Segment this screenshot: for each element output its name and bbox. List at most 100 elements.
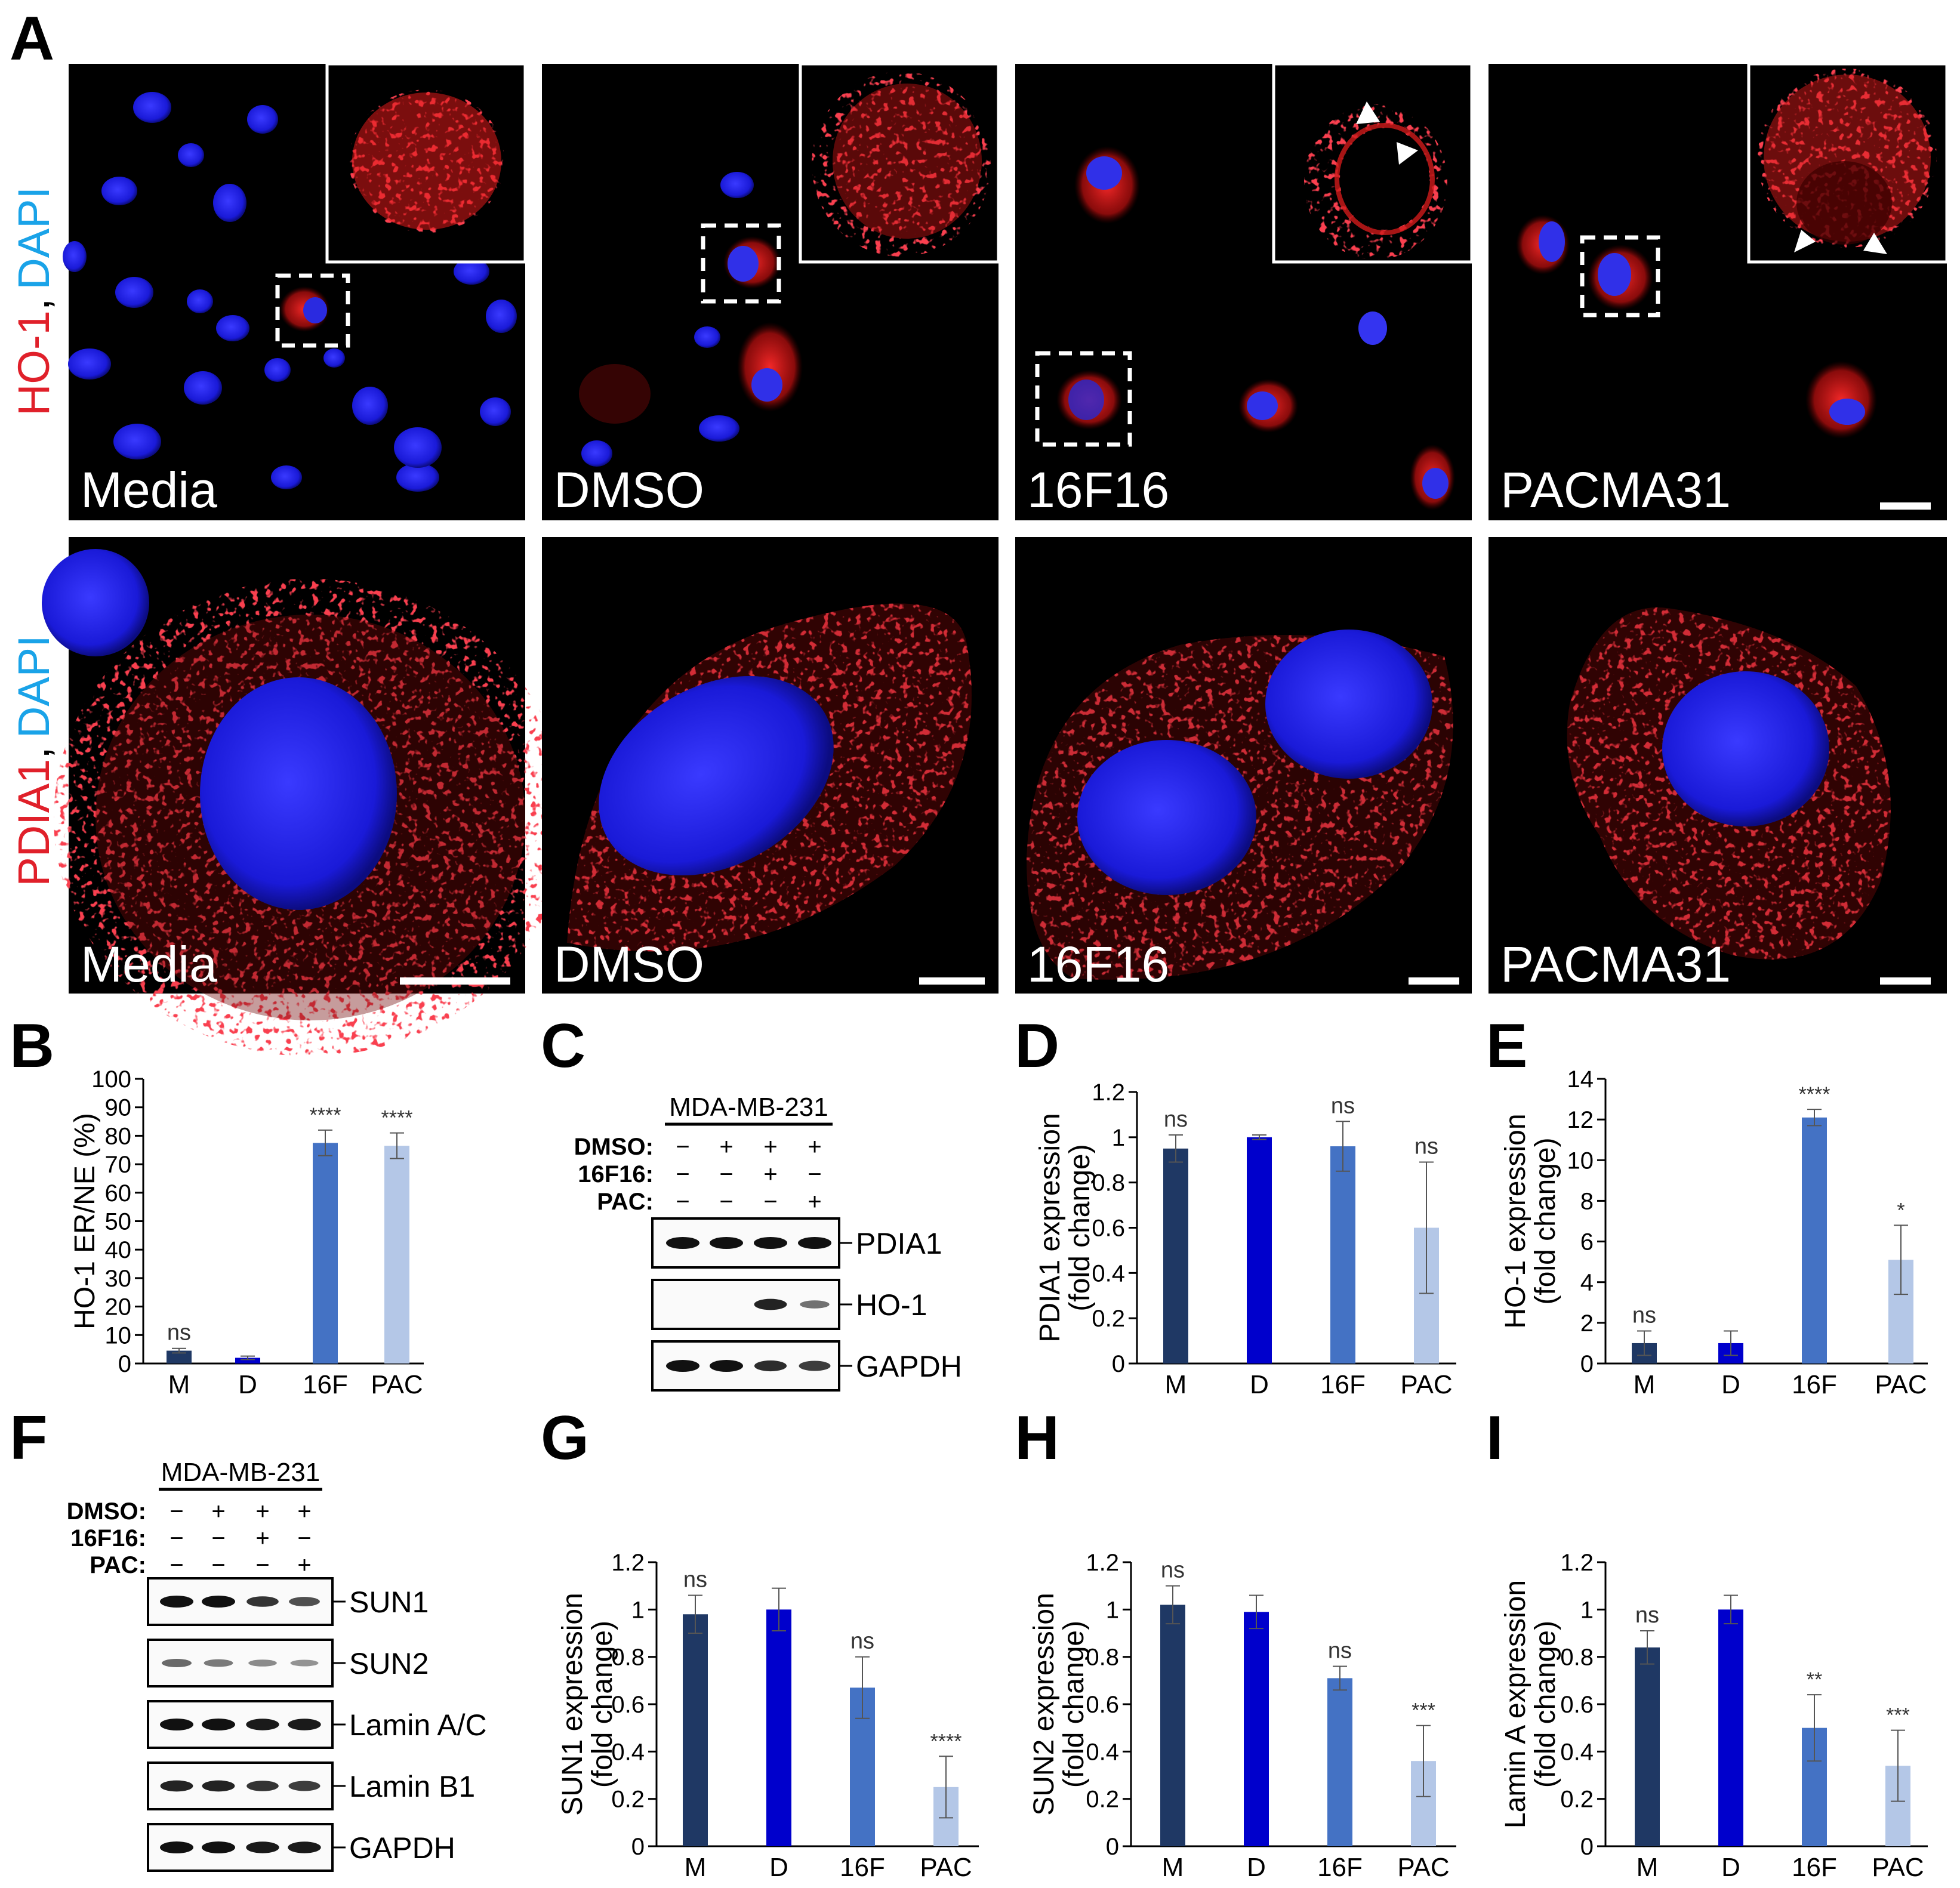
treatment-mark: − bbox=[676, 1189, 689, 1215]
treatment-mark: + bbox=[297, 1552, 311, 1578]
bar-D bbox=[1247, 1137, 1272, 1363]
treatment-mark: − bbox=[211, 1552, 225, 1578]
image-row1-16f16: 16F16 bbox=[1015, 62, 1474, 520]
bar-M bbox=[683, 1614, 708, 1846]
bar-D bbox=[766, 1609, 791, 1846]
band bbox=[288, 1719, 321, 1730]
significance-label: ns bbox=[1328, 1639, 1352, 1664]
row2-target-label: PDIA1 bbox=[9, 759, 58, 887]
y-tick-label: 0.2 bbox=[1560, 1787, 1594, 1813]
x-tick-label: D bbox=[238, 1370, 257, 1399]
band bbox=[290, 1659, 319, 1667]
y-tick-label: 8 bbox=[1580, 1188, 1594, 1214]
bar-D bbox=[235, 1358, 260, 1363]
condition-label-dmso-row1: DMSO bbox=[554, 462, 704, 518]
band bbox=[800, 1300, 830, 1309]
condition-label-pacma31-row2: PACMA31 bbox=[1500, 936, 1731, 992]
panel-letter-E: E bbox=[1486, 1011, 1527, 1081]
significance-label: ns bbox=[850, 1629, 874, 1654]
treatment-mark: + bbox=[763, 1161, 777, 1187]
treatment-mark: + bbox=[763, 1134, 777, 1160]
x-tick-label: PAC bbox=[920, 1853, 972, 1882]
y-tick-label: 2 bbox=[1580, 1310, 1594, 1337]
cell-line-label: MDA-MB-231 bbox=[161, 1458, 320, 1487]
y-tick-label: 0 bbox=[1112, 1351, 1125, 1377]
treatment-label: DMSO: bbox=[574, 1134, 654, 1160]
panel-letter-A: A bbox=[10, 4, 54, 73]
treatment-mark: + bbox=[211, 1498, 225, 1525]
band bbox=[754, 1298, 787, 1310]
treatment-label: DMSO: bbox=[67, 1498, 146, 1525]
y-tick-label: 0.6 bbox=[1560, 1692, 1594, 1718]
bar-M bbox=[167, 1350, 192, 1363]
treatment-mark: − bbox=[255, 1552, 269, 1578]
treatment-mark: + bbox=[255, 1525, 269, 1551]
y-tick-label: 0.8 bbox=[611, 1645, 645, 1671]
band bbox=[160, 1780, 193, 1792]
band bbox=[246, 1596, 279, 1607]
y-tick-label: 0.4 bbox=[611, 1739, 645, 1765]
y-tick-label: 1.2 bbox=[1560, 1550, 1594, 1576]
chart-G: 0 0.2 0.4 0.6 0.8 1 1.2 SUN1 expression(fold ch… bbox=[557, 1550, 979, 1882]
y-tick-label: 50 bbox=[105, 1209, 132, 1235]
y-tick-label: 0.6 bbox=[611, 1692, 645, 1718]
svg-text:HO-1,DAPI: HO-1, DAPI bbox=[9, 187, 58, 416]
image-row1-pacma31: PACMA31 bbox=[1489, 62, 1949, 520]
blot-label-SUN2: SUN2 bbox=[349, 1647, 429, 1680]
treatment-mark: − bbox=[211, 1525, 225, 1551]
y-axis-label: (fold change) bbox=[1058, 1621, 1090, 1788]
y-tick-label: 1.2 bbox=[1086, 1550, 1119, 1576]
significance-label: **** bbox=[930, 1730, 962, 1753]
y-axis-label: (fold change) bbox=[1530, 1621, 1561, 1788]
blot-label-HO-1: HO-1 bbox=[856, 1288, 927, 1322]
significance-label: ns bbox=[1632, 1303, 1656, 1328]
significance-label: *** bbox=[1886, 1704, 1910, 1727]
x-tick-label: M bbox=[168, 1370, 190, 1399]
y-tick-label: 6 bbox=[1580, 1229, 1594, 1255]
band bbox=[754, 1360, 787, 1372]
x-tick-label: 16F bbox=[1792, 1370, 1837, 1399]
y-tick-label: 10 bbox=[105, 1322, 132, 1349]
band bbox=[202, 1780, 235, 1792]
bar-16F bbox=[1327, 1678, 1352, 1846]
y-axis-label: PDIA1 expression bbox=[1034, 1113, 1066, 1342]
blot-label-GAPDH: GAPDH bbox=[349, 1831, 455, 1865]
significance-label: **** bbox=[310, 1104, 341, 1127]
y-tick-label: 20 bbox=[105, 1294, 132, 1321]
x-tick-label: D bbox=[769, 1853, 788, 1882]
bar-16F bbox=[313, 1143, 338, 1363]
panel-letter-C: C bbox=[541, 1011, 585, 1081]
significance-label: * bbox=[1897, 1199, 1904, 1221]
condition-label-dmso-row2: DMSO bbox=[554, 936, 704, 992]
treatment-label: PAC: bbox=[597, 1189, 654, 1215]
bar-PAC bbox=[384, 1146, 409, 1363]
bar-D bbox=[1718, 1609, 1743, 1846]
y-tick-label: 100 bbox=[91, 1066, 131, 1093]
y-tick-label: 1.2 bbox=[611, 1550, 645, 1576]
treatment-label: PAC: bbox=[90, 1552, 146, 1578]
row1-stain-label: DAPI bbox=[9, 187, 58, 290]
band bbox=[248, 1659, 277, 1667]
image-row2-16f16: 16F16 bbox=[1015, 537, 1472, 994]
band bbox=[710, 1237, 743, 1249]
image-row2-media: Media bbox=[42, 537, 567, 1056]
treatment-mark: − bbox=[719, 1161, 733, 1187]
significance-label: **** bbox=[381, 1107, 413, 1130]
y-tick-label: 0.4 bbox=[1560, 1739, 1594, 1765]
band bbox=[288, 1781, 320, 1791]
y-axis-label: SUN1 expression bbox=[557, 1593, 588, 1816]
y-axis-label: HO-1 ER/NE (%) bbox=[69, 1113, 101, 1329]
treatment-mark: − bbox=[297, 1525, 311, 1551]
treatment-mark: − bbox=[719, 1189, 733, 1215]
y-axis-label: Lamin A expression bbox=[1500, 1580, 1531, 1828]
blot-label-Lamin B1: Lamin B1 bbox=[349, 1770, 475, 1803]
image-row2-dmso: DMSO bbox=[542, 537, 999, 994]
chart-H: 0 0.2 0.4 0.6 0.8 1 1.2 SUN2 expression(fold ch… bbox=[1028, 1550, 1456, 1882]
y-tick-label: 0.4 bbox=[1086, 1739, 1119, 1765]
row1-label: HO-1, DAPI bbox=[9, 187, 58, 416]
x-tick-label: 16F bbox=[1317, 1853, 1363, 1882]
y-tick-label: 40 bbox=[105, 1237, 132, 1263]
